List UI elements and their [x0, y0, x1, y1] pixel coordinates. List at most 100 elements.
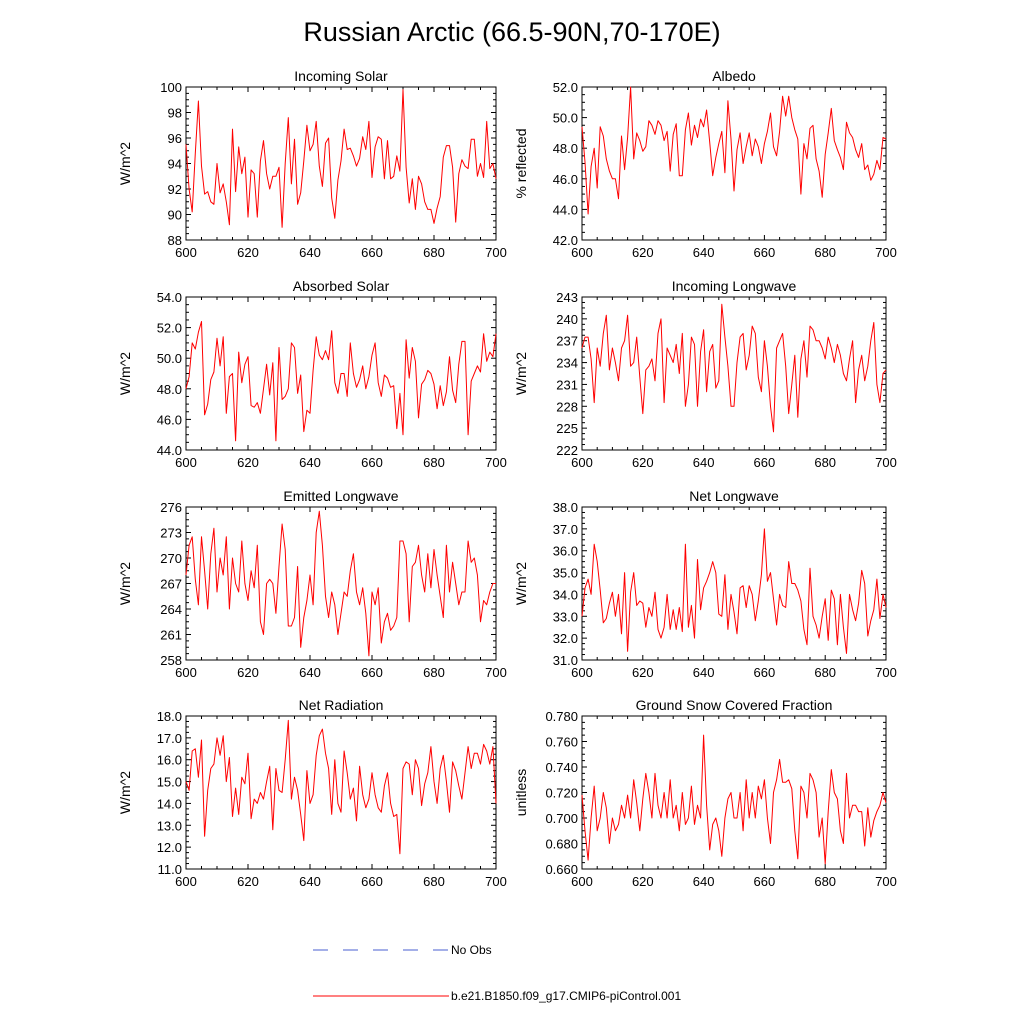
y-tick-label: 32.0 [553, 631, 578, 646]
y-tick-label: 46.0 [553, 172, 578, 187]
x-tick-label: 660 [754, 665, 776, 680]
y-tick-label: 44.0 [553, 202, 578, 217]
x-tick-label: 600 [571, 245, 593, 260]
y-tick-label: 264 [160, 602, 182, 617]
y-tick-label: 0.720 [545, 786, 578, 801]
y-tick-label: 0.680 [545, 837, 578, 852]
legend-label-no-obs: No Obs [451, 943, 492, 957]
x-tick-label: 620 [237, 665, 259, 680]
panel-title: Incoming Longwave [672, 278, 797, 294]
x-tick-label: 680 [423, 874, 445, 889]
y-tick-label: 11.0 [158, 862, 182, 877]
chart-panel-7: Net Radiation W/m^2 600 620 640 660 680 700 11.0… [117, 697, 507, 889]
y-tick-label: 98 [168, 106, 182, 121]
y-axis-label: W/m^2 [117, 142, 133, 185]
y-tick-label: 52.0 [553, 80, 578, 95]
x-tick-label: 640 [693, 874, 715, 889]
y-tick-label: 258 [160, 653, 182, 668]
y-tick-label: 225 [556, 421, 578, 436]
x-tick-label: 640 [693, 665, 715, 680]
y-tick-label: 34.0 [553, 587, 578, 602]
chart-panel-2: Albedo % reflected 600 620 640 660 680 700 42.0 4… [513, 68, 897, 260]
y-tick-label: 52.0 [157, 321, 182, 336]
y-tick-label: 14.0 [157, 796, 182, 811]
chart-panel-3: Absorbed Solar W/m^2 600 620 640 660 680 700 44.… [117, 278, 507, 470]
x-tick-label: 620 [632, 665, 654, 680]
x-tick-label: 600 [175, 245, 197, 260]
x-tick-label: 700 [875, 665, 897, 680]
x-tick-label: 600 [571, 455, 593, 470]
x-tick-label: 700 [485, 874, 507, 889]
chart-panel-6: Net Longwave W/m^2 600 620 640 660 680 700 31.0 3… [513, 488, 897, 680]
y-tick-label: 18.0 [157, 709, 182, 724]
y-axis-label: % reflected [513, 128, 529, 198]
y-tick-label: 100 [160, 80, 182, 95]
x-tick-label: 600 [175, 665, 197, 680]
x-tick-label: 680 [814, 455, 836, 470]
x-tick-label: 640 [299, 665, 321, 680]
x-tick-label: 640 [299, 874, 321, 889]
x-tick-label: 700 [875, 245, 897, 260]
x-tick-label: 680 [814, 245, 836, 260]
x-tick-label: 700 [485, 455, 507, 470]
y-tick-label: 48.0 [553, 141, 578, 156]
y-tick-label: 276 [160, 500, 182, 515]
plot-frame [185, 715, 497, 870]
x-tick-label: 640 [693, 245, 715, 260]
panel-title: Net Longwave [689, 488, 779, 504]
y-tick-label: 261 [160, 628, 182, 643]
series-line [581, 86, 887, 215]
y-tick-label: 0.700 [545, 811, 578, 826]
y-axis-label: W/m^2 [117, 562, 133, 605]
x-tick-label: 640 [299, 245, 321, 260]
panel-title: Albedo [712, 68, 756, 84]
x-tick-label: 620 [237, 245, 259, 260]
x-tick-label: 660 [754, 874, 776, 889]
x-tick-label: 660 [361, 874, 383, 889]
y-tick-label: 37.0 [553, 522, 578, 537]
x-tick-label: 620 [632, 874, 654, 889]
y-tick-label: 31.0 [553, 653, 578, 668]
panel-title: Net Radiation [299, 697, 384, 713]
x-tick-label: 680 [423, 245, 445, 260]
x-tick-label: 660 [361, 455, 383, 470]
plot-frame [185, 506, 497, 661]
y-axis-label: W/m^2 [117, 352, 133, 395]
y-axis-label: W/m^2 [513, 352, 529, 395]
x-tick-label: 680 [814, 665, 836, 680]
x-tick-label: 660 [754, 455, 776, 470]
y-tick-label: 38.0 [553, 500, 578, 515]
y-tick-label: 42.0 [553, 233, 578, 248]
x-tick-label: 620 [237, 874, 259, 889]
y-tick-label: 44.0 [157, 443, 182, 458]
legend: No Obs b.e21.B1850.f09_g17.CMIP6-piContr… [313, 943, 681, 1003]
x-tick-label: 600 [571, 874, 593, 889]
x-tick-label: 600 [175, 455, 197, 470]
y-tick-label: 228 [556, 399, 578, 414]
panel-title: Ground Snow Covered Fraction [636, 697, 833, 713]
y-tick-label: 36.0 [553, 544, 578, 559]
x-tick-label: 620 [237, 455, 259, 470]
x-tick-label: 640 [693, 455, 715, 470]
figure-title: Russian Arctic (66.5-90N,70-170E) [303, 17, 720, 47]
plot-frame [581, 715, 887, 870]
y-tick-label: 222 [556, 443, 578, 458]
y-tick-label: 270 [160, 551, 182, 566]
series-line [185, 89, 497, 228]
y-tick-label: 0.740 [545, 760, 578, 775]
y-tick-label: 46.0 [157, 412, 182, 427]
y-tick-label: 94 [168, 157, 182, 172]
y-tick-label: 273 [160, 526, 182, 541]
y-axis-label: W/m^2 [513, 562, 529, 605]
y-tick-label: 231 [556, 377, 578, 392]
y-tick-label: 0.760 [545, 735, 578, 750]
x-tick-label: 680 [423, 665, 445, 680]
chart-panel-1: Incoming Solar W/m^2 600 620 640 660 680 700 88 9… [117, 68, 507, 260]
y-tick-label: 15.0 [157, 775, 182, 790]
y-tick-label: 17.0 [157, 731, 182, 746]
plot-frame [581, 86, 887, 241]
panel-title: Emitted Longwave [283, 488, 398, 504]
panel-title: Absorbed Solar [293, 278, 390, 294]
y-tick-label: 96 [168, 131, 182, 146]
y-tick-label: 50.0 [553, 111, 578, 126]
